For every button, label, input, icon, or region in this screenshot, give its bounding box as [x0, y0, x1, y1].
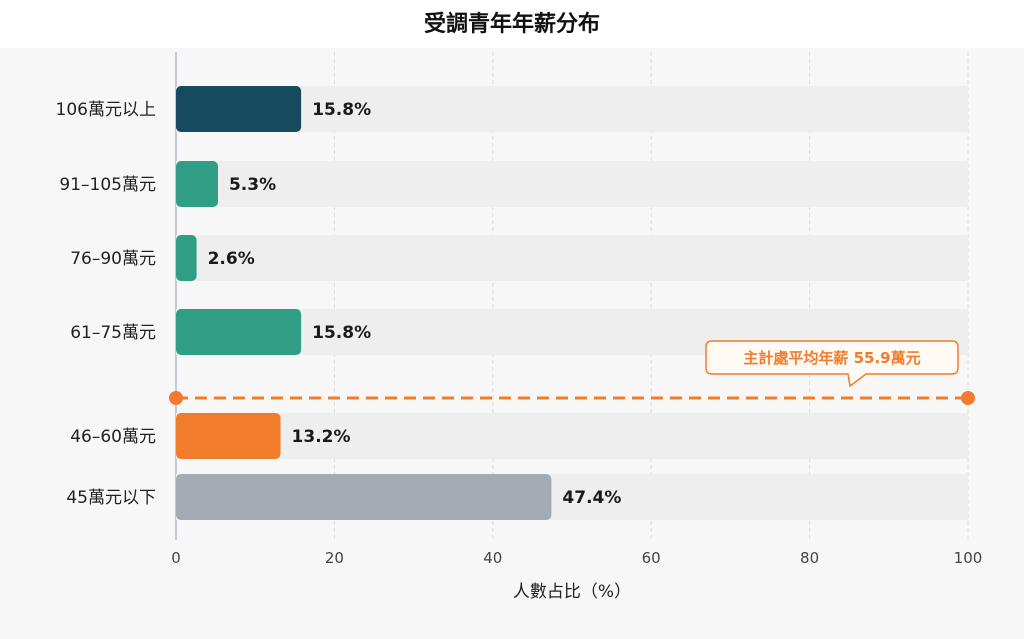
bar-value-label: 2.6%	[208, 249, 255, 269]
average-line-start-marker	[169, 391, 183, 405]
x-tick-label: 100	[954, 549, 983, 567]
bar-value-label: 5.3%	[229, 175, 276, 195]
category-label: 76–90萬元	[70, 249, 156, 269]
bar	[176, 235, 197, 281]
x-tick-label: 80	[800, 549, 819, 567]
category-label: 106萬元以上	[56, 100, 156, 120]
average-line-end-marker	[961, 391, 975, 405]
x-tick-label: 20	[325, 549, 344, 567]
chart-title: 受調青年年薪分布	[423, 12, 600, 37]
bar	[176, 86, 302, 132]
category-label: 45萬元以下	[66, 488, 156, 508]
bar-track	[176, 235, 968, 281]
category-label: 91–105萬元	[59, 175, 156, 195]
bar-track	[176, 161, 968, 207]
bar-value-label: 13.2%	[292, 427, 351, 447]
category-label: 46–60萬元	[70, 427, 156, 447]
average-callout-box	[705, 340, 959, 388]
bar-value-label: 47.4%	[562, 488, 621, 508]
x-tick-label: 0	[171, 549, 181, 567]
bar-value-label: 15.8%	[312, 100, 371, 120]
x-axis-title: 人數占比（%）	[513, 582, 631, 602]
bar-value-label: 15.8%	[312, 323, 371, 343]
average-callout-label: 主計處平均年薪 55.9萬元	[743, 349, 920, 367]
bar	[176, 413, 281, 459]
bar	[176, 161, 218, 207]
bar-track	[176, 413, 968, 459]
x-tick-label: 60	[642, 549, 661, 567]
x-tick-label: 40	[483, 549, 502, 567]
category-label: 61–75萬元	[70, 323, 156, 343]
bar	[176, 474, 552, 520]
bar	[176, 309, 302, 355]
bar-track	[176, 86, 968, 132]
